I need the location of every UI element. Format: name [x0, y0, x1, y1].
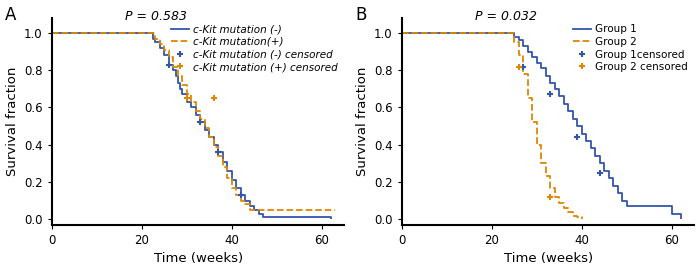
Y-axis label: Survival fraction: Survival fraction	[356, 67, 369, 176]
Legend: Group 1, Group 2, Group 1censored, Group 2 censored: Group 1, Group 2, Group 1censored, Group…	[571, 23, 690, 73]
Text: P = 0.032: P = 0.032	[475, 10, 537, 23]
Text: B: B	[355, 6, 366, 24]
Text: A: A	[5, 6, 16, 24]
Y-axis label: Survival fraction: Survival fraction	[6, 67, 19, 176]
Legend: c-Kit mutation (-), c-Kit mutation(+), c-Kit mutation (-) censored, c-Kit mutati: c-Kit mutation (-), c-Kit mutation(+), c…	[169, 23, 340, 73]
X-axis label: Time (weeks): Time (weeks)	[503, 253, 593, 265]
X-axis label: Time (weeks): Time (weeks)	[153, 253, 243, 265]
Text: P = 0.583: P = 0.583	[125, 10, 187, 23]
